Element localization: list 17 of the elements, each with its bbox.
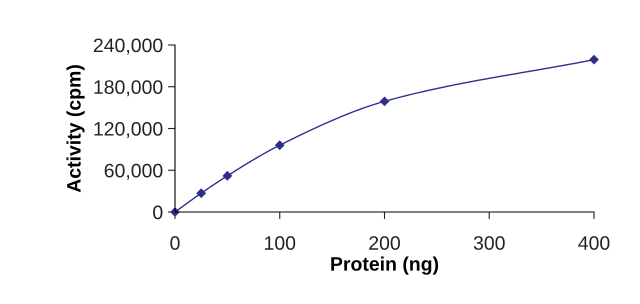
point [222,171,232,180]
x-tick-label: 300 [474,236,505,250]
point [196,188,206,198]
x-tick-label: 400 [578,236,610,250]
x-axis-title: Protein (ng) [331,256,438,275]
y-tick-label: 120,000 [94,122,162,138]
y-tick-label: 240,000 [94,38,162,55]
y-tick-label: 60,000 [104,164,162,180]
x-tick-label: 100 [265,236,296,250]
y-tick-label: 0 [153,205,162,220]
point [275,140,284,150]
y-axis-title: Activity (cpm) [66,65,85,192]
point [589,54,599,64]
x-tick-label: 200 [369,236,400,250]
point [380,96,390,106]
x-tick-label: 0 [170,236,180,250]
y-tick-label: 180,000 [94,80,162,96]
